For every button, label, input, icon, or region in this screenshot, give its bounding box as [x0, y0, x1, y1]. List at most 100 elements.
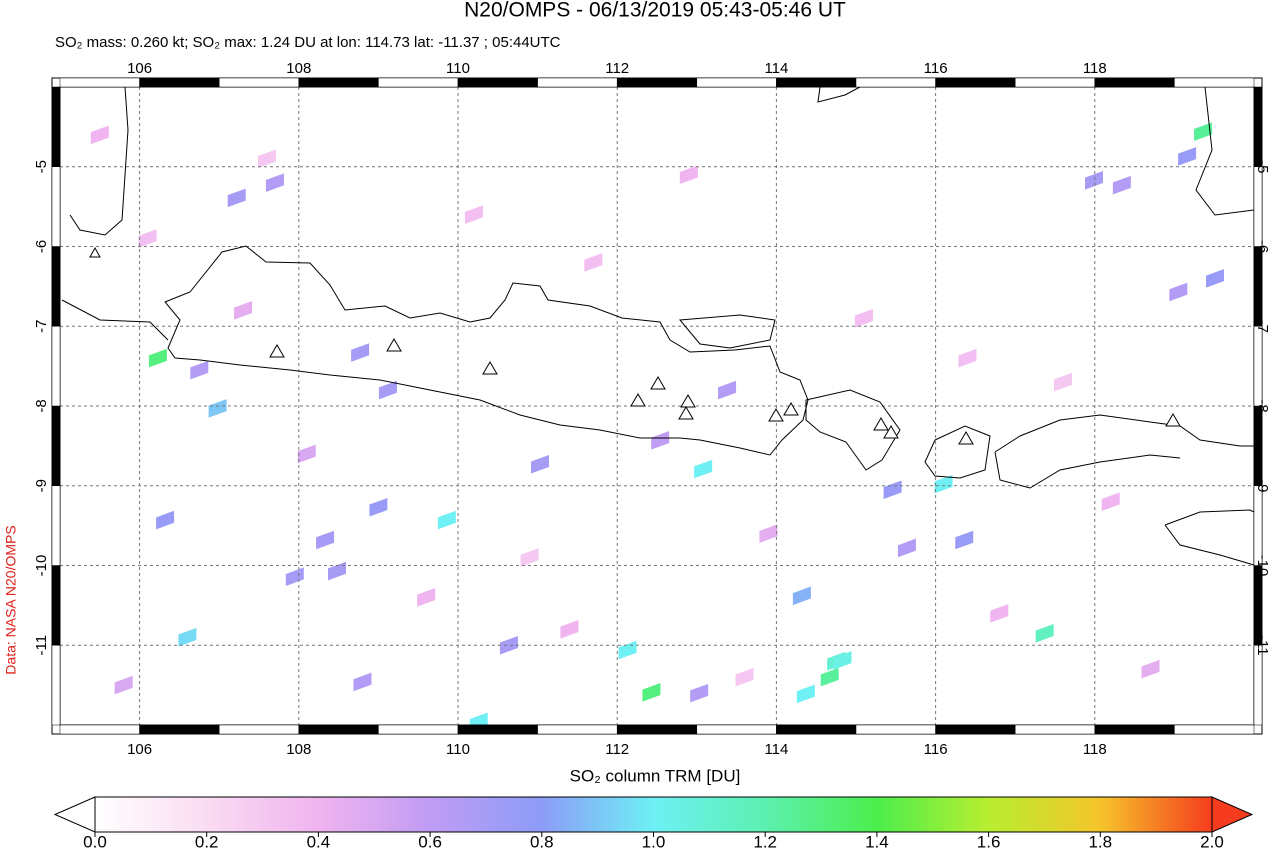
so2-pixel: [234, 301, 253, 320]
so2-pixel: [560, 620, 579, 639]
frame-bar: [776, 77, 857, 88]
so2-pixel: [792, 586, 811, 606]
frame-bar: [51, 246, 61, 327]
x-tick-label: 114: [764, 60, 788, 77]
so2-pixel: [530, 454, 549, 474]
so2-pixel: [1141, 659, 1160, 679]
colorbar-under: [53, 796, 96, 833]
so2-pixel: [1205, 269, 1224, 288]
frame-bar: [696, 77, 777, 88]
frame-bar: [51, 326, 61, 407]
so2-pixel: [1112, 175, 1131, 195]
colorbar-tick-label: 0.8: [530, 832, 554, 851]
colorbar-tick-label: 1.8: [1088, 832, 1112, 851]
frame-bar: [51, 86, 61, 167]
frame-bar: [1014, 77, 1096, 88]
y-tick-label: -11: [1254, 635, 1271, 656]
so2-pixel: [351, 343, 370, 362]
so2-pixel: [1178, 147, 1197, 166]
y-tick-label: -5: [1254, 160, 1271, 173]
colorbar-over: [1211, 796, 1254, 833]
so2-pixel: [958, 348, 977, 368]
x-tick-label: 114: [764, 741, 788, 758]
frame-bar: [616, 724, 698, 735]
volcano: [386, 338, 402, 352]
so2-pixel: [694, 459, 713, 479]
so2-pixel: [316, 530, 335, 550]
frame-bar: [1253, 485, 1263, 566]
side-label: Data: NASA N20/OMPS: [3, 525, 19, 674]
so2-pixel: [156, 510, 175, 530]
frame-bar: [1174, 724, 1255, 735]
x-tick-label: 116: [924, 741, 948, 758]
so2-pixel: [464, 205, 483, 224]
frame-bar: [139, 724, 220, 735]
so2-pixel: [690, 683, 709, 703]
so2-pixel: [227, 188, 246, 208]
volcano: [1165, 413, 1181, 427]
frame-bar: [51, 645, 61, 726]
colorbar-tick-label: 0.0: [83, 832, 107, 851]
frame-bar: [51, 405, 61, 486]
frame-bar: [1014, 724, 1096, 735]
chart-subtitle: SO₂ mass: 0.260 kt; SO₂ max: 1.24 DU at …: [55, 34, 561, 51]
volcano: [958, 431, 974, 445]
x-tick-label: 118: [1083, 741, 1107, 758]
so2-pixel: [297, 444, 316, 464]
frame-bar: [218, 724, 300, 735]
x-tick-label: 112: [605, 741, 629, 758]
x-tick-label: 112: [605, 60, 629, 77]
colorbar-tick-label: 0.2: [195, 832, 219, 851]
frame-bar: [139, 77, 220, 88]
colorbar-tick-label: 1.0: [642, 832, 666, 851]
so2-pixel: [651, 431, 670, 450]
volcano: [269, 344, 285, 358]
frame-bar: [776, 724, 857, 735]
volcano: [650, 376, 666, 390]
so2-pixel: [90, 125, 109, 145]
x-tick-label: 110: [446, 60, 470, 77]
coastline: [994, 414, 1254, 489]
so2-pixel: [1169, 282, 1188, 302]
colorbar: 0.0 0.2 0.4 0.6 0.8 1.0 1.2 1.4 1.6 1.8 2.0: [53, 796, 1254, 851]
colorbar-label: SO₂ column TRM [DU]: [570, 766, 741, 785]
so2-pixel: [328, 561, 347, 581]
so2-pixel: [642, 683, 661, 702]
frame-bar: [218, 77, 300, 88]
volcano: [883, 425, 899, 439]
so2-pixel: [520, 548, 539, 567]
frame-bar: [616, 77, 698, 88]
so2-pixel: [1035, 624, 1054, 643]
frame-bar: [935, 77, 1016, 88]
frame-bar: [378, 724, 459, 735]
so2-pixel: [499, 635, 518, 655]
volcano: [630, 393, 646, 407]
frame-bar: [1253, 565, 1263, 646]
so2-pixel: [178, 627, 197, 647]
coastline: [805, 389, 901, 471]
volcano: [783, 402, 799, 416]
x-tick-label: 108: [286, 741, 311, 758]
so2-pixel: [990, 604, 1009, 623]
so2-pixel: [833, 651, 852, 670]
frame-bar: [59, 77, 140, 88]
frame-bar: [1174, 77, 1255, 88]
y-tick-label: -7: [33, 320, 50, 333]
colorbar-tick-label: 1.4: [865, 832, 889, 851]
x-tick-label: 106: [127, 741, 152, 758]
so2-pixel: [820, 667, 839, 687]
chart-title: N20/OMPS - 06/13/2019 05:43-05:46 UT: [464, 0, 846, 22]
colorbar-tick-label: 0.6: [418, 832, 442, 851]
frame-bar: [537, 724, 618, 735]
so2-pixel: [759, 524, 778, 543]
volcanoes: [89, 246, 1181, 445]
so2-pixel: [934, 474, 953, 494]
coastline: [1164, 509, 1255, 566]
so2-pixel: [883, 480, 902, 500]
grid-layer: [60, 87, 1254, 725]
frame-bar: [1253, 405, 1263, 486]
so2-pixel: [955, 530, 974, 550]
y-tick-label: -5: [33, 160, 50, 173]
volcano: [873, 417, 889, 431]
so2-pixel: [584, 253, 603, 272]
